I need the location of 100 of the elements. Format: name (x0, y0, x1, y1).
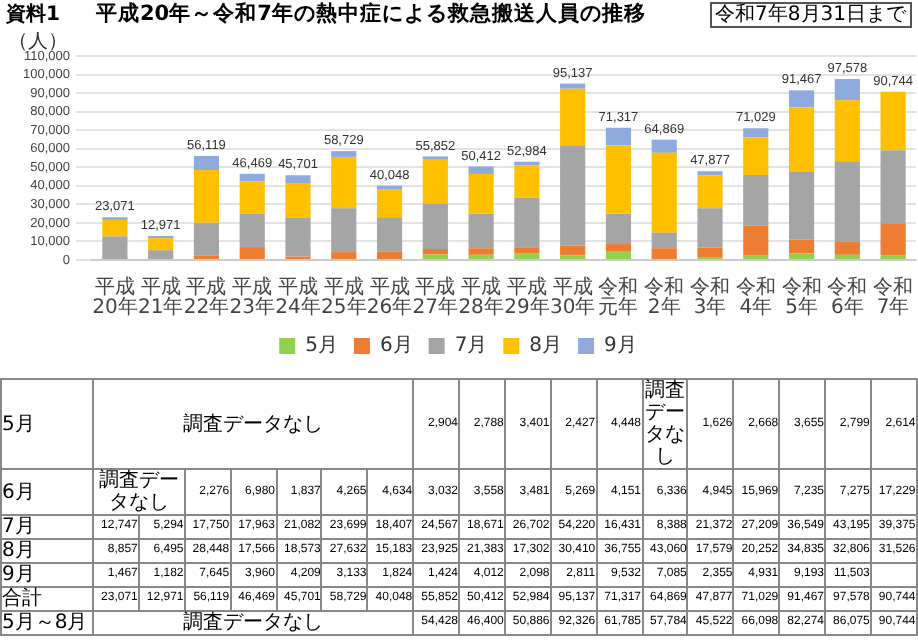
bar (743, 225, 769, 256)
bar (148, 250, 174, 259)
bar (605, 244, 632, 252)
legend-label: 6月 (379, 335, 413, 358)
bar (422, 159, 448, 204)
x-tick-label: 平成23年 (229, 275, 275, 320)
bar (605, 127, 632, 146)
bar (102, 219, 128, 237)
text: 8月 (2, 540, 35, 562)
x-tick-label: 平成25年 (321, 275, 367, 320)
x-tick-label: 平成28年 (458, 275, 504, 320)
bar (239, 247, 265, 259)
bar (376, 217, 403, 252)
text: 調査データなし (183, 413, 324, 435)
bar (239, 173, 265, 182)
bar (651, 139, 677, 153)
bar (331, 156, 357, 209)
bar (743, 137, 769, 175)
bar (788, 90, 815, 108)
bar (514, 197, 540, 248)
bar (285, 183, 311, 218)
bar (239, 181, 265, 214)
text: （人） (8, 31, 68, 54)
bar (102, 236, 128, 259)
bar (880, 91, 906, 151)
x-tick-label: 令和5年 (781, 275, 822, 320)
x-tick-label: 令和4年 (735, 275, 776, 320)
bar (788, 239, 815, 254)
text: 調査データなし (183, 612, 324, 634)
bar (514, 165, 540, 198)
legend-label: 8月 (529, 335, 563, 358)
text: 5月～8月 (1, 611, 93, 635)
x-tick-label: 令和元年 (598, 275, 639, 320)
bar (605, 145, 632, 214)
bar (285, 217, 311, 257)
bar (331, 252, 357, 259)
bar (651, 152, 677, 233)
bar (697, 175, 723, 209)
x-tick-label: 令和2年 (644, 275, 685, 320)
bar (193, 155, 220, 171)
bar (285, 175, 311, 184)
bar (651, 248, 677, 259)
bar (468, 248, 494, 255)
legend-label: 5月 (305, 335, 338, 358)
bar (834, 241, 860, 255)
bar (422, 248, 448, 255)
bar (651, 232, 677, 249)
bar (331, 151, 357, 157)
x-tick-label: 令和6年 (827, 275, 868, 320)
text: 調査データなし (98, 470, 179, 514)
x-tick-label: 平成29年 (504, 275, 550, 320)
text: 7月 (2, 516, 35, 538)
bar (788, 172, 815, 240)
text: 令和7年8月31日まで (709, 2, 912, 28)
text: 6月 (2, 481, 35, 503)
bar (468, 173, 494, 214)
bar (560, 83, 586, 89)
x-tick-label: 平成27年 (412, 275, 459, 320)
bar (880, 223, 906, 256)
bar (422, 203, 448, 249)
bar (697, 208, 723, 248)
bar (834, 161, 860, 242)
bar (788, 107, 815, 173)
bar (514, 247, 540, 254)
x-tick-label: 平成21年 (137, 275, 184, 320)
text: 合計 (1, 587, 93, 611)
bar (605, 213, 632, 245)
bar (560, 145, 586, 246)
text: 5月 (2, 413, 35, 435)
bar (331, 208, 357, 253)
bar (834, 79, 860, 101)
x-tick-label: 平成22年 (183, 275, 230, 320)
x-tick-label: 平成24年 (275, 275, 321, 320)
legend-label: 9月 (604, 335, 637, 358)
x-tick-label: 令和3年 (690, 275, 730, 320)
x-tick-label: 令和7年 (873, 275, 914, 320)
bar (560, 88, 586, 146)
bar (743, 128, 769, 138)
bar (148, 238, 174, 251)
bar (239, 213, 265, 248)
bar (376, 189, 403, 218)
bar (514, 253, 540, 259)
x-tick-label: 平成30年 (549, 275, 596, 320)
legend-label: 7月 (454, 335, 488, 358)
bar (697, 247, 723, 257)
bar (193, 170, 220, 223)
bar (468, 213, 494, 249)
bar (880, 150, 906, 224)
bar (376, 251, 403, 259)
x-tick-label: 平成20年 (92, 275, 138, 320)
text: 資料1 (6, 4, 60, 28)
text: 9月 (2, 564, 35, 586)
bar (193, 222, 220, 256)
bar (743, 174, 769, 226)
bar (468, 166, 494, 174)
bar (605, 251, 632, 259)
chart-title: 平成20年～令和7年の熱中症による救急搬送人員の推移 (96, 2, 646, 28)
text: 調査データなし (642, 379, 688, 469)
bar (788, 253, 815, 259)
bar (560, 245, 586, 256)
